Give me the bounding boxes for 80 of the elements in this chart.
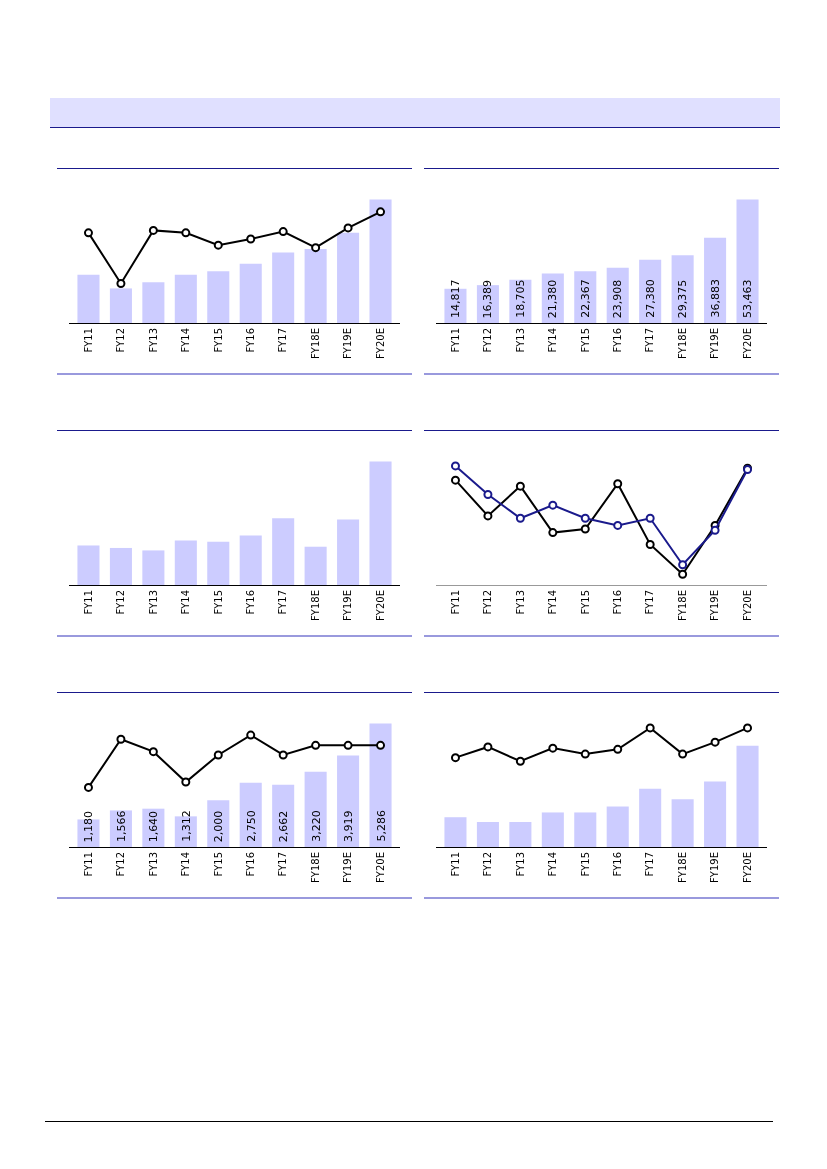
data-label: 18,705	[513, 279, 527, 318]
x-tick-label: FY16	[611, 852, 623, 877]
x-tick-label: FY11	[449, 590, 461, 615]
x-tick-label: FY12	[482, 328, 494, 353]
x-tick-label: FY17	[277, 328, 289, 353]
data-label: 1,180	[82, 810, 96, 843]
x-tick-label: FY20E	[741, 328, 753, 359]
x-tick-label: FY17	[644, 852, 656, 877]
data-label: 1,566	[114, 810, 128, 842]
x-tick-label: FY16	[611, 590, 623, 615]
x-tick-label: FY14	[547, 852, 559, 877]
x-tick-label: FY15	[579, 852, 591, 877]
x-tick-label: FY18E	[309, 590, 321, 621]
data-label: 3,919	[342, 810, 356, 843]
x-tick-label: FY16	[611, 328, 623, 353]
x-tick-label: FY18E	[676, 590, 688, 621]
x-tick-label: FY13	[147, 328, 159, 353]
x-tick-label: FY18E	[676, 852, 688, 883]
data-label: 2,662	[277, 810, 291, 843]
x-tick-label: FY13	[147, 590, 159, 615]
x-tick-label: FY12	[482, 590, 494, 615]
data-label: 1,640	[147, 810, 161, 843]
x-tick-label: FY11	[82, 852, 94, 877]
x-tick-label: FY14	[180, 852, 192, 877]
x-tick-label: FY13	[514, 852, 526, 877]
x-tick-label: FY16	[244, 328, 256, 353]
x-tick-label: FY13	[514, 590, 526, 615]
x-tick-label: FY20E	[374, 328, 386, 359]
x-tick-label: FY19E	[709, 590, 721, 621]
x-tick-label: FY13	[147, 852, 159, 877]
x-tick-label: FY15	[579, 328, 591, 353]
x-tick-label: FY12	[115, 852, 127, 877]
data-label: 21,380	[546, 279, 560, 319]
x-tick-label: FY12	[482, 852, 494, 877]
data-label: 27,380	[643, 279, 657, 318]
x-tick-label: FY19E	[709, 852, 721, 883]
x-tick-label: FY12	[115, 590, 127, 615]
x-tick-label: FY15	[579, 590, 591, 615]
data-label: 23,908	[611, 279, 625, 319]
x-tick-label: FY11	[449, 852, 461, 877]
data-label: 16,389	[481, 279, 495, 319]
x-tick-label: FY11	[449, 328, 461, 353]
data-label: 2,000	[212, 810, 226, 843]
data-label: 1,312	[179, 810, 193, 842]
data-label: 36,883	[708, 279, 722, 318]
x-tick-label: FY16	[244, 590, 256, 615]
x-tick-label: FY20E	[741, 590, 753, 621]
x-tick-label: FY20E	[374, 852, 386, 883]
data-label: 5,286	[374, 810, 388, 842]
x-tick-label: FY17	[277, 852, 289, 877]
data-label: 29,375	[676, 279, 690, 319]
x-tick-label: FY14	[180, 590, 192, 615]
x-tick-label: FY14	[180, 328, 192, 353]
x-tick-label: FY17	[644, 328, 656, 353]
x-tick-label: FY20E	[374, 590, 386, 621]
x-tick-label: FY19E	[342, 328, 354, 359]
data-label: 22,367	[578, 279, 592, 318]
x-tick-label: FY18E	[676, 328, 688, 359]
x-tick-label: FY13	[514, 328, 526, 353]
x-tick-label: FY18E	[309, 852, 321, 883]
x-tick-label: FY18E	[309, 328, 321, 359]
x-tick-label: FY15	[212, 328, 224, 353]
x-tick-label: FY11	[82, 328, 94, 353]
x-tick-label: FY15	[212, 852, 224, 877]
x-tick-label: FY14	[547, 328, 559, 353]
x-tick-label: FY19E	[342, 590, 354, 621]
x-tick-label: FY19E	[342, 852, 354, 883]
x-tick-label: FY14	[547, 590, 559, 615]
x-tick-label: FY17	[277, 590, 289, 615]
x-tick-label: FY16	[244, 852, 256, 877]
x-tick-label: FY19E	[709, 328, 721, 359]
data-label: 53,463	[741, 279, 755, 319]
data-label: 3,220	[309, 810, 323, 842]
x-tick-label: FY20E	[741, 852, 753, 883]
x-tick-label: FY11	[82, 590, 94, 615]
x-tick-label: FY17	[644, 590, 656, 615]
x-tick-label: FY12	[115, 328, 127, 353]
data-label: 2,750	[244, 810, 258, 842]
x-tick-label: FY15	[212, 590, 224, 615]
data-label: 14,817	[448, 279, 462, 318]
